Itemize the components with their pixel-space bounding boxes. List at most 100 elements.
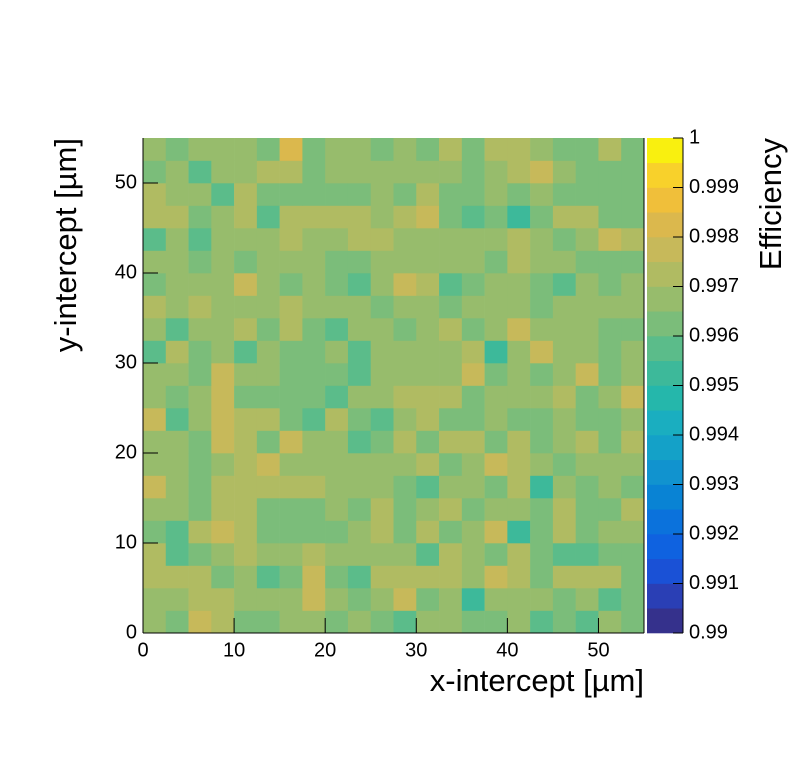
heatmap-cell xyxy=(507,228,531,251)
heatmap-cell xyxy=(461,543,485,566)
heatmap-cell xyxy=(325,565,349,589)
heatmap-cell xyxy=(575,565,599,589)
heatmap-cell xyxy=(165,543,189,566)
heatmap-cell xyxy=(507,520,531,544)
heatmap-cell xyxy=(461,273,485,296)
heatmap-cell xyxy=(552,565,576,589)
heatmap-cell xyxy=(279,205,303,229)
heatmap-cell xyxy=(530,318,554,341)
heatmap-cell xyxy=(279,385,303,409)
heatmap-cell xyxy=(370,363,394,386)
heatmap-cell xyxy=(165,610,189,634)
heatmap-cell xyxy=(507,565,531,589)
heatmap-cell xyxy=(484,318,508,341)
y-tick-label: 40 xyxy=(115,261,137,283)
heatmap-cell xyxy=(439,408,463,431)
heatmap-cell xyxy=(530,273,554,296)
heatmap-cell xyxy=(575,273,599,296)
heatmap-cell xyxy=(370,430,394,454)
heatmap-cell xyxy=(552,295,576,319)
heatmap-cell xyxy=(347,408,372,431)
heatmap-cell xyxy=(347,318,372,341)
colorbar-band xyxy=(647,187,683,213)
heatmap-cell xyxy=(393,610,417,634)
heatmap-cell xyxy=(279,228,303,251)
heatmap-cell xyxy=(416,475,440,499)
colorbar-band xyxy=(647,212,683,238)
heatmap-cell xyxy=(165,273,189,296)
heatmap-cell xyxy=(530,183,554,206)
heatmap-cell xyxy=(325,228,349,251)
heatmap-cell xyxy=(165,205,189,229)
heatmap-cell xyxy=(370,610,394,634)
heatmap-cell xyxy=(507,475,531,499)
heatmap-cell xyxy=(188,160,212,184)
heatmap-cell xyxy=(416,138,440,161)
heatmap-cell xyxy=(461,183,485,206)
heatmap-cell xyxy=(211,385,235,409)
heatmap-cell xyxy=(325,475,349,499)
heatmap-cell xyxy=(279,453,303,476)
heatmap-cell xyxy=(143,610,167,634)
heatmap-cell xyxy=(439,543,463,566)
colorbar-band xyxy=(647,410,683,436)
heatmap-cell xyxy=(188,498,212,521)
heatmap-cell xyxy=(621,138,645,161)
heatmap-cell xyxy=(393,588,417,611)
heatmap-cell xyxy=(416,250,440,274)
heatmap-cell xyxy=(575,138,599,161)
heatmap-cell xyxy=(530,385,554,409)
heatmap-cell xyxy=(461,588,485,611)
heatmap-cell xyxy=(393,250,417,274)
heatmap-cell xyxy=(552,498,576,521)
heatmap-cell xyxy=(325,205,349,229)
heatmap-cell xyxy=(621,250,645,274)
heatmap-cell xyxy=(347,250,372,274)
heatmap-cell xyxy=(598,183,622,206)
heatmap-cell xyxy=(256,160,280,184)
heatmap-cell xyxy=(370,340,394,364)
heatmap-cell xyxy=(416,565,440,589)
heatmap-cell xyxy=(552,363,576,386)
heatmap-cell xyxy=(575,250,599,274)
heatmap-cell xyxy=(234,543,258,566)
heatmap-cell xyxy=(234,588,258,611)
heatmap-cell xyxy=(279,543,303,566)
heatmap-cell xyxy=(484,588,508,611)
y-tick-label: 50 xyxy=(115,171,137,193)
heatmap-cell xyxy=(621,588,645,611)
heatmap-cell xyxy=(234,475,258,499)
heatmap-cell xyxy=(552,340,576,364)
heatmap-cell xyxy=(370,138,394,161)
heatmap-cell xyxy=(461,610,485,634)
heatmap-cell xyxy=(393,228,417,251)
heatmap-cell xyxy=(165,520,189,544)
colorbar-band xyxy=(647,534,683,560)
heatmap-cell xyxy=(188,273,212,296)
colorbar-band xyxy=(647,336,683,362)
heatmap-cell xyxy=(302,138,326,161)
heatmap-cell xyxy=(370,453,394,476)
heatmap-cell xyxy=(325,385,349,409)
heatmap-cell xyxy=(530,295,554,319)
heatmap-cell xyxy=(416,318,440,341)
heatmap-cell xyxy=(416,430,440,454)
heatmap-cell xyxy=(188,543,212,566)
heatmap-cell xyxy=(621,160,645,184)
heatmap-cell xyxy=(143,183,167,206)
heatmap-cell xyxy=(211,430,235,454)
heatmap-cell xyxy=(598,160,622,184)
heatmap-cell xyxy=(211,273,235,296)
heatmap-cell xyxy=(188,228,212,251)
heatmap-cell xyxy=(165,160,189,184)
heatmap-cell xyxy=(256,295,280,319)
heatmap-cell xyxy=(256,543,280,566)
heatmap-cell xyxy=(530,430,554,454)
heatmap-cell xyxy=(439,520,463,544)
heatmap-cell xyxy=(575,363,599,386)
heatmap-cell xyxy=(507,318,531,341)
heatmap-cell xyxy=(165,183,189,206)
heatmap-cell xyxy=(370,565,394,589)
heatmap-cell xyxy=(143,453,167,476)
heatmap-cell xyxy=(393,340,417,364)
